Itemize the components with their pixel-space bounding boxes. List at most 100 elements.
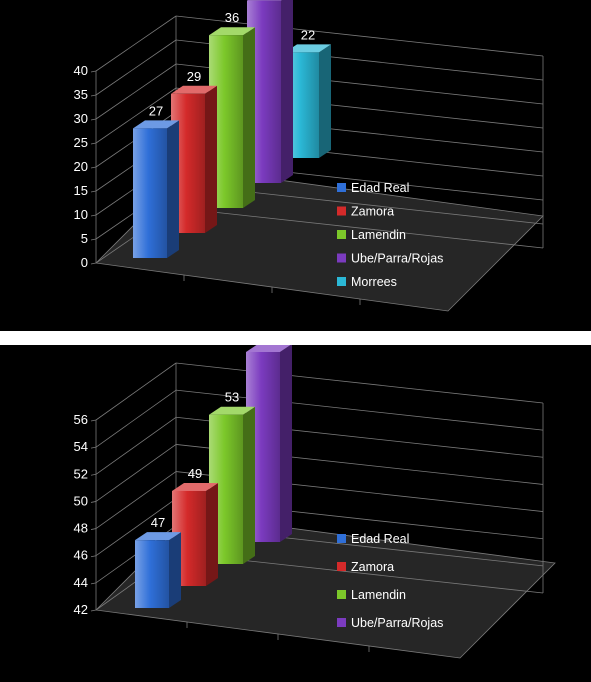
y-tick-mark	[90, 528, 97, 530]
bar-top-face	[246, 345, 291, 352]
y-tick-label: 20	[74, 159, 88, 174]
legend-swatch	[337, 562, 346, 571]
bar-top-face	[135, 532, 181, 541]
gridline-back	[175, 389, 544, 431]
chart-panel-bottom: 424446485052545656534947Edad RealZamoraL…	[0, 345, 591, 682]
data-label: 29	[187, 69, 201, 84]
y-tick-mark	[90, 609, 97, 612]
y-tick-label: 30	[74, 111, 88, 126]
legend-swatch	[337, 183, 346, 192]
y-tick-label: 52	[74, 466, 88, 481]
gridline-back	[175, 362, 544, 404]
y-tick-label: 5	[81, 231, 88, 246]
legend-swatch	[337, 618, 346, 627]
y-tick-mark	[90, 238, 97, 241]
gridline-side	[95, 39, 177, 96]
bar-top-face	[209, 27, 255, 36]
legend-label: Zamora	[351, 205, 394, 219]
y-tick-mark	[90, 501, 97, 503]
data-label: 27	[149, 103, 163, 118]
y-tick-mark	[90, 214, 97, 217]
bars	[133, 0, 331, 259]
legend-label: Lamendin	[351, 228, 406, 242]
y-tick-mark	[90, 262, 97, 265]
gridline-side	[95, 87, 177, 144]
legend-label: Edad Real	[351, 181, 409, 195]
legend-label: Ube/Parra/Rojas	[351, 616, 443, 630]
y-tick-mark	[90, 582, 97, 585]
bar-side-face	[205, 85, 217, 233]
bar-edad-real	[133, 120, 179, 259]
bar-top-face	[172, 483, 218, 491]
legend-swatch	[337, 206, 346, 216]
y-tick-mark	[90, 70, 97, 73]
gridline-back	[175, 15, 544, 57]
legend-label: Zamora	[351, 560, 394, 574]
legend: Edad Real Zamora Lamendin Ube/Parra/Rojas	[337, 532, 443, 630]
y-tick-mark	[90, 446, 97, 449]
bar-top-face	[209, 406, 255, 415]
y-tick-mark	[90, 190, 97, 193]
legend-label: Ube/Parra/Rojas	[351, 252, 443, 266]
gridline-side	[95, 471, 177, 529]
y-tick-mark	[90, 473, 97, 476]
y-tick-label: 10	[74, 207, 88, 222]
y-tick-label: 40	[74, 63, 88, 78]
data-label: 22	[301, 27, 315, 42]
grid	[90, 362, 556, 659]
y-tick-label: 35	[74, 87, 88, 102]
bar-top-face	[285, 44, 331, 53]
bar-side-face	[281, 0, 293, 183]
y-tick-label: 0	[81, 255, 88, 270]
gridline-side	[95, 63, 177, 120]
data-label: 53	[225, 390, 239, 405]
y-tick-label: 56	[74, 412, 88, 427]
gridline-side	[95, 416, 177, 475]
bar-side-face	[280, 345, 292, 542]
bar-top-face	[247, 0, 282, 1]
bar-chart-3d-bottom: 424446485052545656534947Edad RealZamoraL…	[74, 345, 556, 659]
bar-front-face	[135, 540, 169, 608]
y-tick-label: 42	[74, 602, 88, 617]
bar-side-face	[243, 406, 255, 564]
y-tick-mark	[90, 94, 97, 97]
y-tick-label: 25	[74, 135, 88, 150]
y-tick-label: 54	[74, 439, 88, 454]
bar-front-face	[133, 128, 167, 258]
y-tick-mark	[90, 142, 97, 145]
bar-side-face	[167, 120, 179, 259]
legend: Edad Real Zamora Lamendin Ube/Parra/Rojas Mo…	[337, 181, 443, 289]
legend-swatch	[337, 534, 346, 543]
bar-side-face	[206, 483, 218, 586]
legend-swatch	[337, 277, 346, 286]
y-tick-mark	[90, 118, 97, 121]
bar-side-face	[169, 532, 181, 608]
bar-side-face	[319, 44, 331, 158]
legend-label: Lamendin	[351, 588, 406, 602]
data-label: 36	[225, 10, 239, 25]
gridline-side	[95, 444, 177, 502]
y-tick-label: 15	[74, 183, 88, 198]
y-tick-mark	[90, 166, 97, 169]
y-tick-label: 50	[74, 493, 88, 508]
bar-chart-3d-top: 05101520253035402238362927Edad RealZamor…	[74, 0, 544, 312]
legend-swatch	[337, 590, 346, 599]
legend-swatch	[337, 253, 346, 263]
y-tick-label: 44	[74, 575, 88, 590]
data-label: 49	[188, 466, 202, 481]
legend-label: Edad Real	[351, 532, 409, 546]
y-tick-label: 46	[74, 548, 88, 563]
chart-panel-top: 05101520253035402238362927Edad RealZamor…	[0, 0, 591, 331]
bar-edad-real	[135, 532, 181, 608]
bar-top-face	[171, 85, 217, 94]
gridline-side	[95, 389, 177, 448]
bars	[135, 345, 292, 608]
data-label: 47	[151, 515, 165, 530]
bar-top-face	[133, 120, 179, 129]
y-tick-mark	[90, 555, 97, 558]
y-tick-mark	[90, 419, 97, 422]
legend-swatch	[337, 230, 346, 239]
gridline-side	[95, 362, 177, 421]
gridline-side	[95, 15, 177, 72]
bar-side-face	[243, 27, 255, 209]
